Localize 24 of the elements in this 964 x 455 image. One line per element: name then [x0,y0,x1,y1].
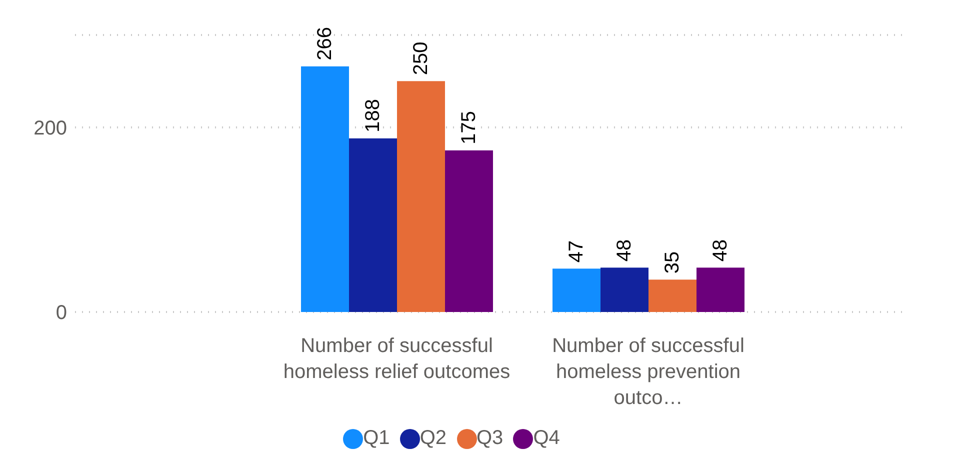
bar [696,268,744,312]
y-tick-label: 0 [56,302,67,324]
x-tick-label: Number of successful homeless relief outcomes [283,335,510,384]
legend-label: Q2 [420,427,446,449]
data-label: 175 [458,111,480,144]
data-label: 250 [410,42,432,76]
bar [445,150,493,312]
bar [397,81,445,312]
legend-label: Q1 [363,427,390,449]
x-tick-label: Number of successful homeless prevention outco… [552,335,744,410]
legend-label: Q3 [476,427,504,449]
data-label: 48 [710,239,732,262]
bar [648,280,696,312]
bar [600,268,648,312]
y-tick-label: 200 [34,117,67,140]
data-label: 47 [566,240,588,263]
data-label: 188 [362,99,384,132]
legend-label: Q4 [533,427,560,449]
data-label: 266 [314,27,336,60]
bar [349,138,397,312]
bar [301,66,349,312]
bar [552,268,600,312]
data-label: 48 [614,239,636,262]
data-label: 35 [662,251,684,274]
